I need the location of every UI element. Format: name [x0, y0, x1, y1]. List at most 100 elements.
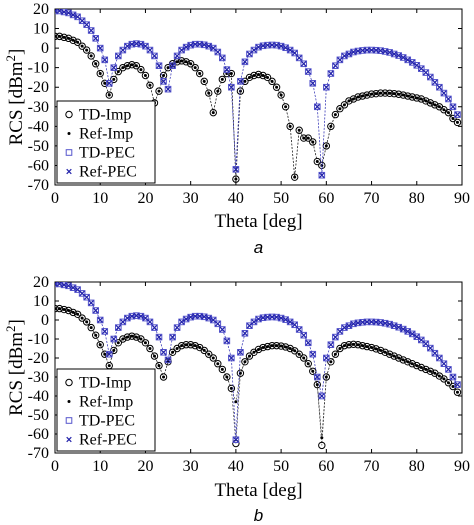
- data-point-ref-pec: [450, 104, 456, 110]
- y-tick-label: -40: [28, 388, 49, 405]
- y-axis-label-main: RCS [dBm: [6, 61, 27, 145]
- data-point-td-pec: [155, 333, 163, 341]
- data-point-ref-imp: [311, 140, 315, 144]
- data-point-td-pec: [92, 35, 100, 42]
- x-tick-label: 50: [273, 190, 289, 207]
- data-point-ref-pec: [169, 334, 176, 340]
- data-point-td-pec: [246, 322, 253, 329]
- data-point-td-pec: [304, 339, 312, 347]
- data-point-ref-imp: [94, 62, 98, 66]
- data-point-ref-pec: [224, 338, 230, 344]
- data-point-ref-imp: [320, 436, 324, 440]
- data-point-ref-pec: [133, 40, 140, 47]
- data-point-ref-pec: [56, 9, 63, 14]
- data-point-ref-imp: [175, 347, 179, 350]
- data-point-td-pec: [55, 9, 59, 15]
- data-point-td-imp: [363, 342, 371, 351]
- data-point-ref-imp: [370, 92, 374, 96]
- data-point-ref-pec: [74, 286, 81, 293]
- data-point-ref-pec: [151, 324, 158, 331]
- data-point-ref-pec: [341, 324, 348, 331]
- data-point-ref-pec: [83, 294, 90, 300]
- data-point-ref-pec: [332, 62, 339, 69]
- data-point-td-imp: [132, 333, 141, 341]
- data-point-td-imp: [408, 93, 416, 101]
- data-point-td-imp: [64, 34, 73, 43]
- data-point-ref-pec: [454, 111, 461, 118]
- data-point-ref-imp: [351, 342, 355, 346]
- data-point-td-imp: [78, 42, 86, 50]
- data-point-td-imp: [105, 91, 113, 99]
- data-point-ref-pec: [165, 86, 171, 92]
- y-axis-label-superscript: 2: [3, 55, 18, 62]
- data-point-td-imp: [327, 122, 335, 131]
- data-point-ref-imp: [89, 54, 93, 58]
- data-point-ref-imp: [392, 354, 396, 358]
- plot-series-group: [55, 9, 462, 183]
- data-point-ref-imp: [297, 128, 301, 132]
- data-point-ref-imp: [324, 144, 328, 148]
- data-point-td-imp: [141, 339, 150, 347]
- x-tick-label: 60: [318, 190, 334, 207]
- data-point-ref-pec: [106, 80, 112, 87]
- data-point-ref-imp: [80, 44, 84, 48]
- data-point-ref-pec: [314, 104, 321, 110]
- data-point-ref-imp: [184, 60, 188, 64]
- data-point-ref-pec: [282, 44, 289, 51]
- data-point-td-pec: [87, 299, 95, 307]
- data-point-td-pec: [115, 324, 122, 331]
- data-point-ref-imp: [320, 163, 324, 167]
- data-point-ref-pec: [296, 55, 302, 61]
- data-point-ref-imp: [383, 91, 387, 95]
- data-point-ref-imp: [302, 356, 306, 360]
- data-point-td-pec: [431, 79, 439, 86]
- data-point-ref-pec: [418, 65, 425, 72]
- data-point-ref-imp: [76, 312, 80, 316]
- data-point-td-imp: [318, 441, 326, 450]
- data-point-ref-imp: [89, 326, 93, 330]
- data-point-ref-imp: [428, 369, 432, 373]
- data-point-ref-imp: [125, 335, 129, 339]
- data-point-ref-pec: [278, 43, 284, 49]
- data-point-ref-imp: [406, 360, 410, 364]
- data-point-ref-imp: [202, 79, 206, 83]
- legend: TD-Imp Ref-Imp TD-PEC Ref-PEC: [56, 100, 156, 184]
- x-axis-label: Theta [deg]: [214, 211, 302, 232]
- data-point-ref-imp: [311, 369, 315, 373]
- legend-label: Ref-Imp: [79, 126, 133, 143]
- y-tick-label: -30: [28, 369, 49, 386]
- data-point-ref-imp: [338, 107, 342, 111]
- data-point-td-imp: [96, 341, 104, 349]
- data-point-td-imp: [223, 373, 231, 381]
- legend-label: Ref-PEC: [79, 432, 137, 449]
- data-point-ref-imp: [225, 375, 229, 379]
- data-point-ref-pec: [287, 47, 293, 53]
- data-point-ref-imp: [229, 386, 233, 390]
- data-point-ref-pec: [147, 319, 153, 325]
- data-point-ref-imp: [184, 343, 188, 347]
- data-point-ref-pec: [115, 324, 122, 331]
- chart-b: 0 10 20 30 40 50 60 70 80 90 20 10 0 -10 -20 -30 -40 -50 -…: [3, 274, 470, 525]
- data-point-td-imp: [259, 343, 267, 352]
- x-tick-label: 0: [51, 190, 59, 207]
- data-point-td-pec: [164, 85, 172, 93]
- y-tick-label: -30: [28, 99, 49, 116]
- data-point-ref-imp: [148, 347, 152, 350]
- x-tick-label: 70: [364, 458, 380, 475]
- data-point-ref-imp: [189, 62, 193, 66]
- legend-marker-td-pec: [65, 417, 73, 424]
- data-point-ref-imp: [157, 364, 161, 368]
- data-point-ref-pec: [427, 345, 434, 351]
- data-point-ref-imp: [157, 89, 161, 93]
- data-point-ref-pec: [97, 317, 103, 323]
- data-point-td-imp: [96, 69, 104, 78]
- data-point-ref-pec: [201, 314, 207, 320]
- data-point-ref-pec: [377, 319, 384, 326]
- x-tick-label: 0: [51, 458, 59, 475]
- data-point-ref-imp: [67, 309, 71, 312]
- data-point-ref-pec: [187, 314, 194, 320]
- data-point-td-pec: [196, 40, 204, 48]
- data-point-ref-pec: [215, 321, 221, 327]
- data-point-ref-imp: [388, 91, 392, 95]
